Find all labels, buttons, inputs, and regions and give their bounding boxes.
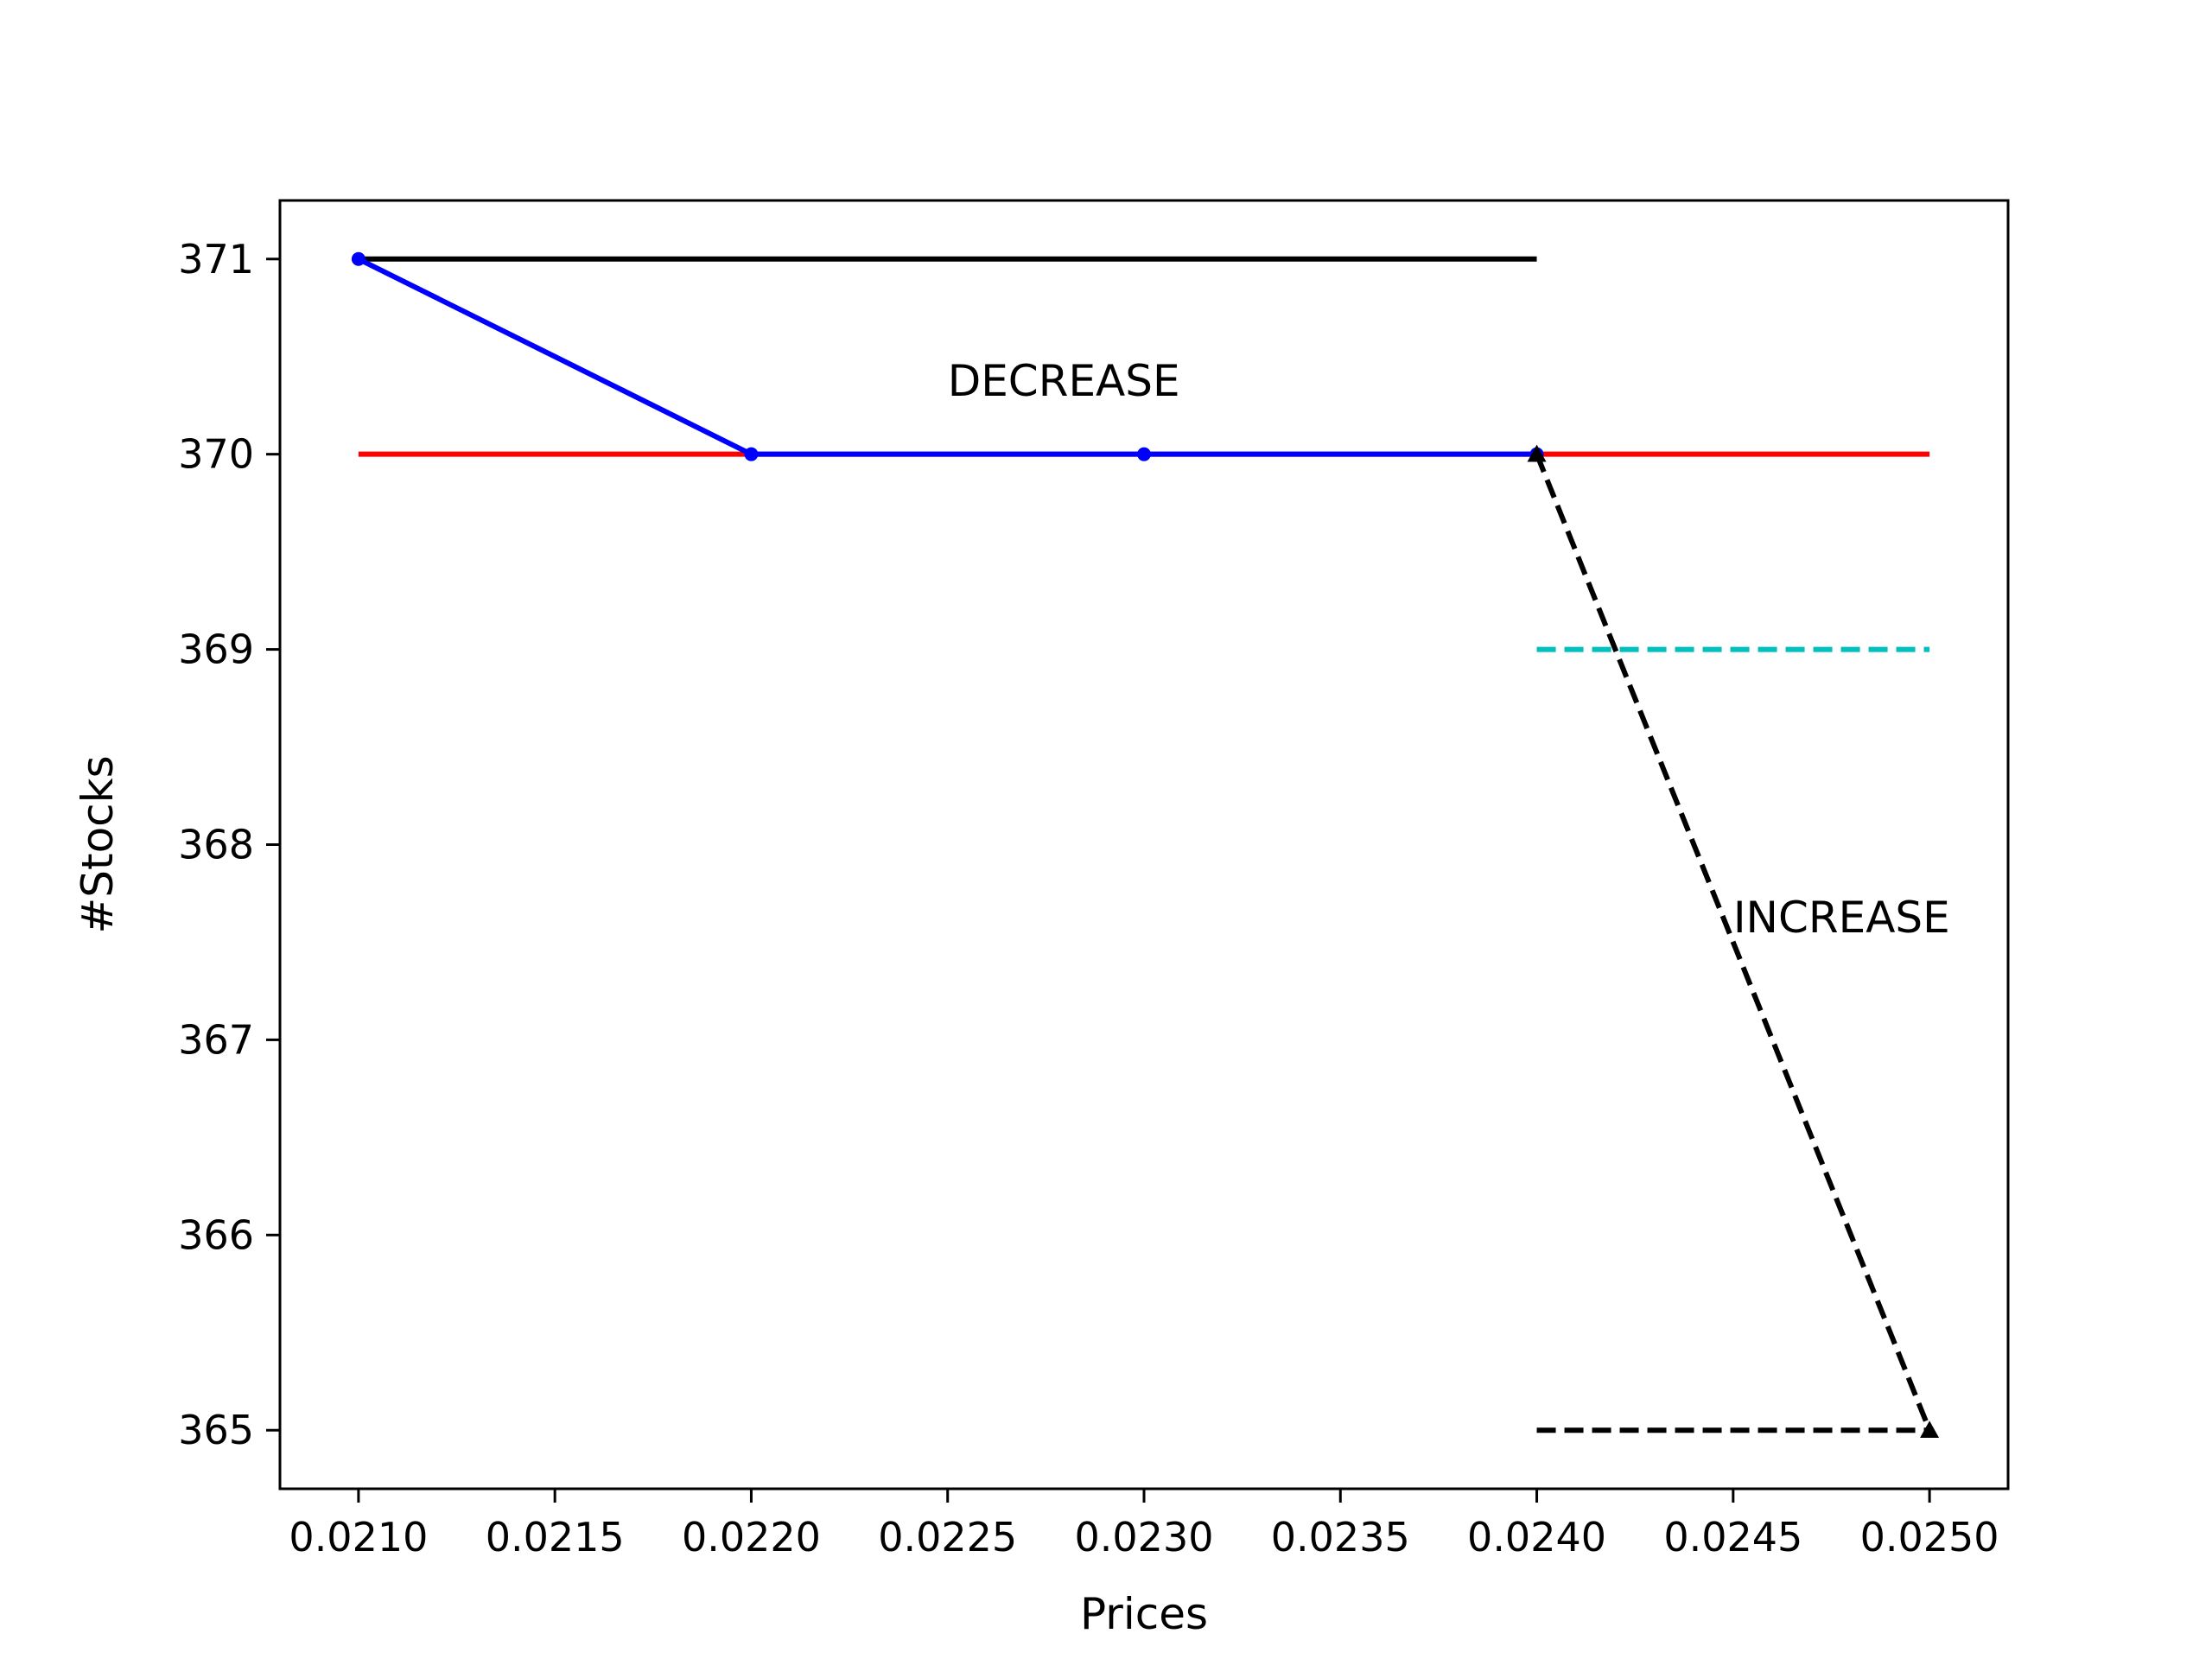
- annotation-increase: INCREASE: [1733, 893, 1950, 943]
- x-tick-label: 0.0225: [878, 1514, 1017, 1560]
- marker-layer: [351, 251, 1940, 1439]
- x-tick-label: 0.0235: [1271, 1514, 1410, 1560]
- annotation-layer: DECREASE INCREASE: [948, 356, 1950, 943]
- y-axis-ticks: 365 366 367 368 369 370 371: [178, 236, 280, 1453]
- x-axis-label: Prices: [1080, 1589, 1208, 1639]
- y-tick-label: 365: [178, 1407, 254, 1453]
- y-tick-label: 368: [178, 822, 254, 868]
- x-axis-ticks: 0.0210 0.0215 0.0220 0.0225 0.0230 0.0235 0.02…: [289, 1489, 1999, 1560]
- y-tick-label: 369: [178, 626, 254, 673]
- series-6-point: [1527, 444, 1547, 462]
- y-tick-label: 366: [178, 1211, 254, 1258]
- series-3-point: [351, 251, 365, 266]
- y-axis-label: #Stocks: [73, 755, 123, 933]
- y-tick-label: 367: [178, 1016, 254, 1063]
- series-3-point: [744, 447, 759, 461]
- x-tick-label: 0.0240: [1467, 1514, 1606, 1560]
- x-tick-label: 0.0220: [682, 1514, 821, 1560]
- x-tick-label: 0.0215: [486, 1514, 625, 1560]
- series-line-3: [357, 257, 1537, 457]
- y-tick-label: 371: [178, 236, 254, 283]
- series-layer: [357, 256, 1932, 1433]
- x-tick-label: 0.0250: [1860, 1514, 1999, 1560]
- y-tick-label: 370: [178, 431, 254, 478]
- x-tick-label: 0.0245: [1663, 1514, 1802, 1560]
- series-3-point: [1137, 447, 1151, 461]
- x-tick-label: 0.0230: [1075, 1514, 1214, 1560]
- series-line-6: [1534, 453, 1932, 1432]
- series-6-point: [1920, 1421, 1940, 1439]
- x-tick-label: 0.0210: [289, 1514, 428, 1560]
- annotation-decrease: DECREASE: [948, 356, 1180, 406]
